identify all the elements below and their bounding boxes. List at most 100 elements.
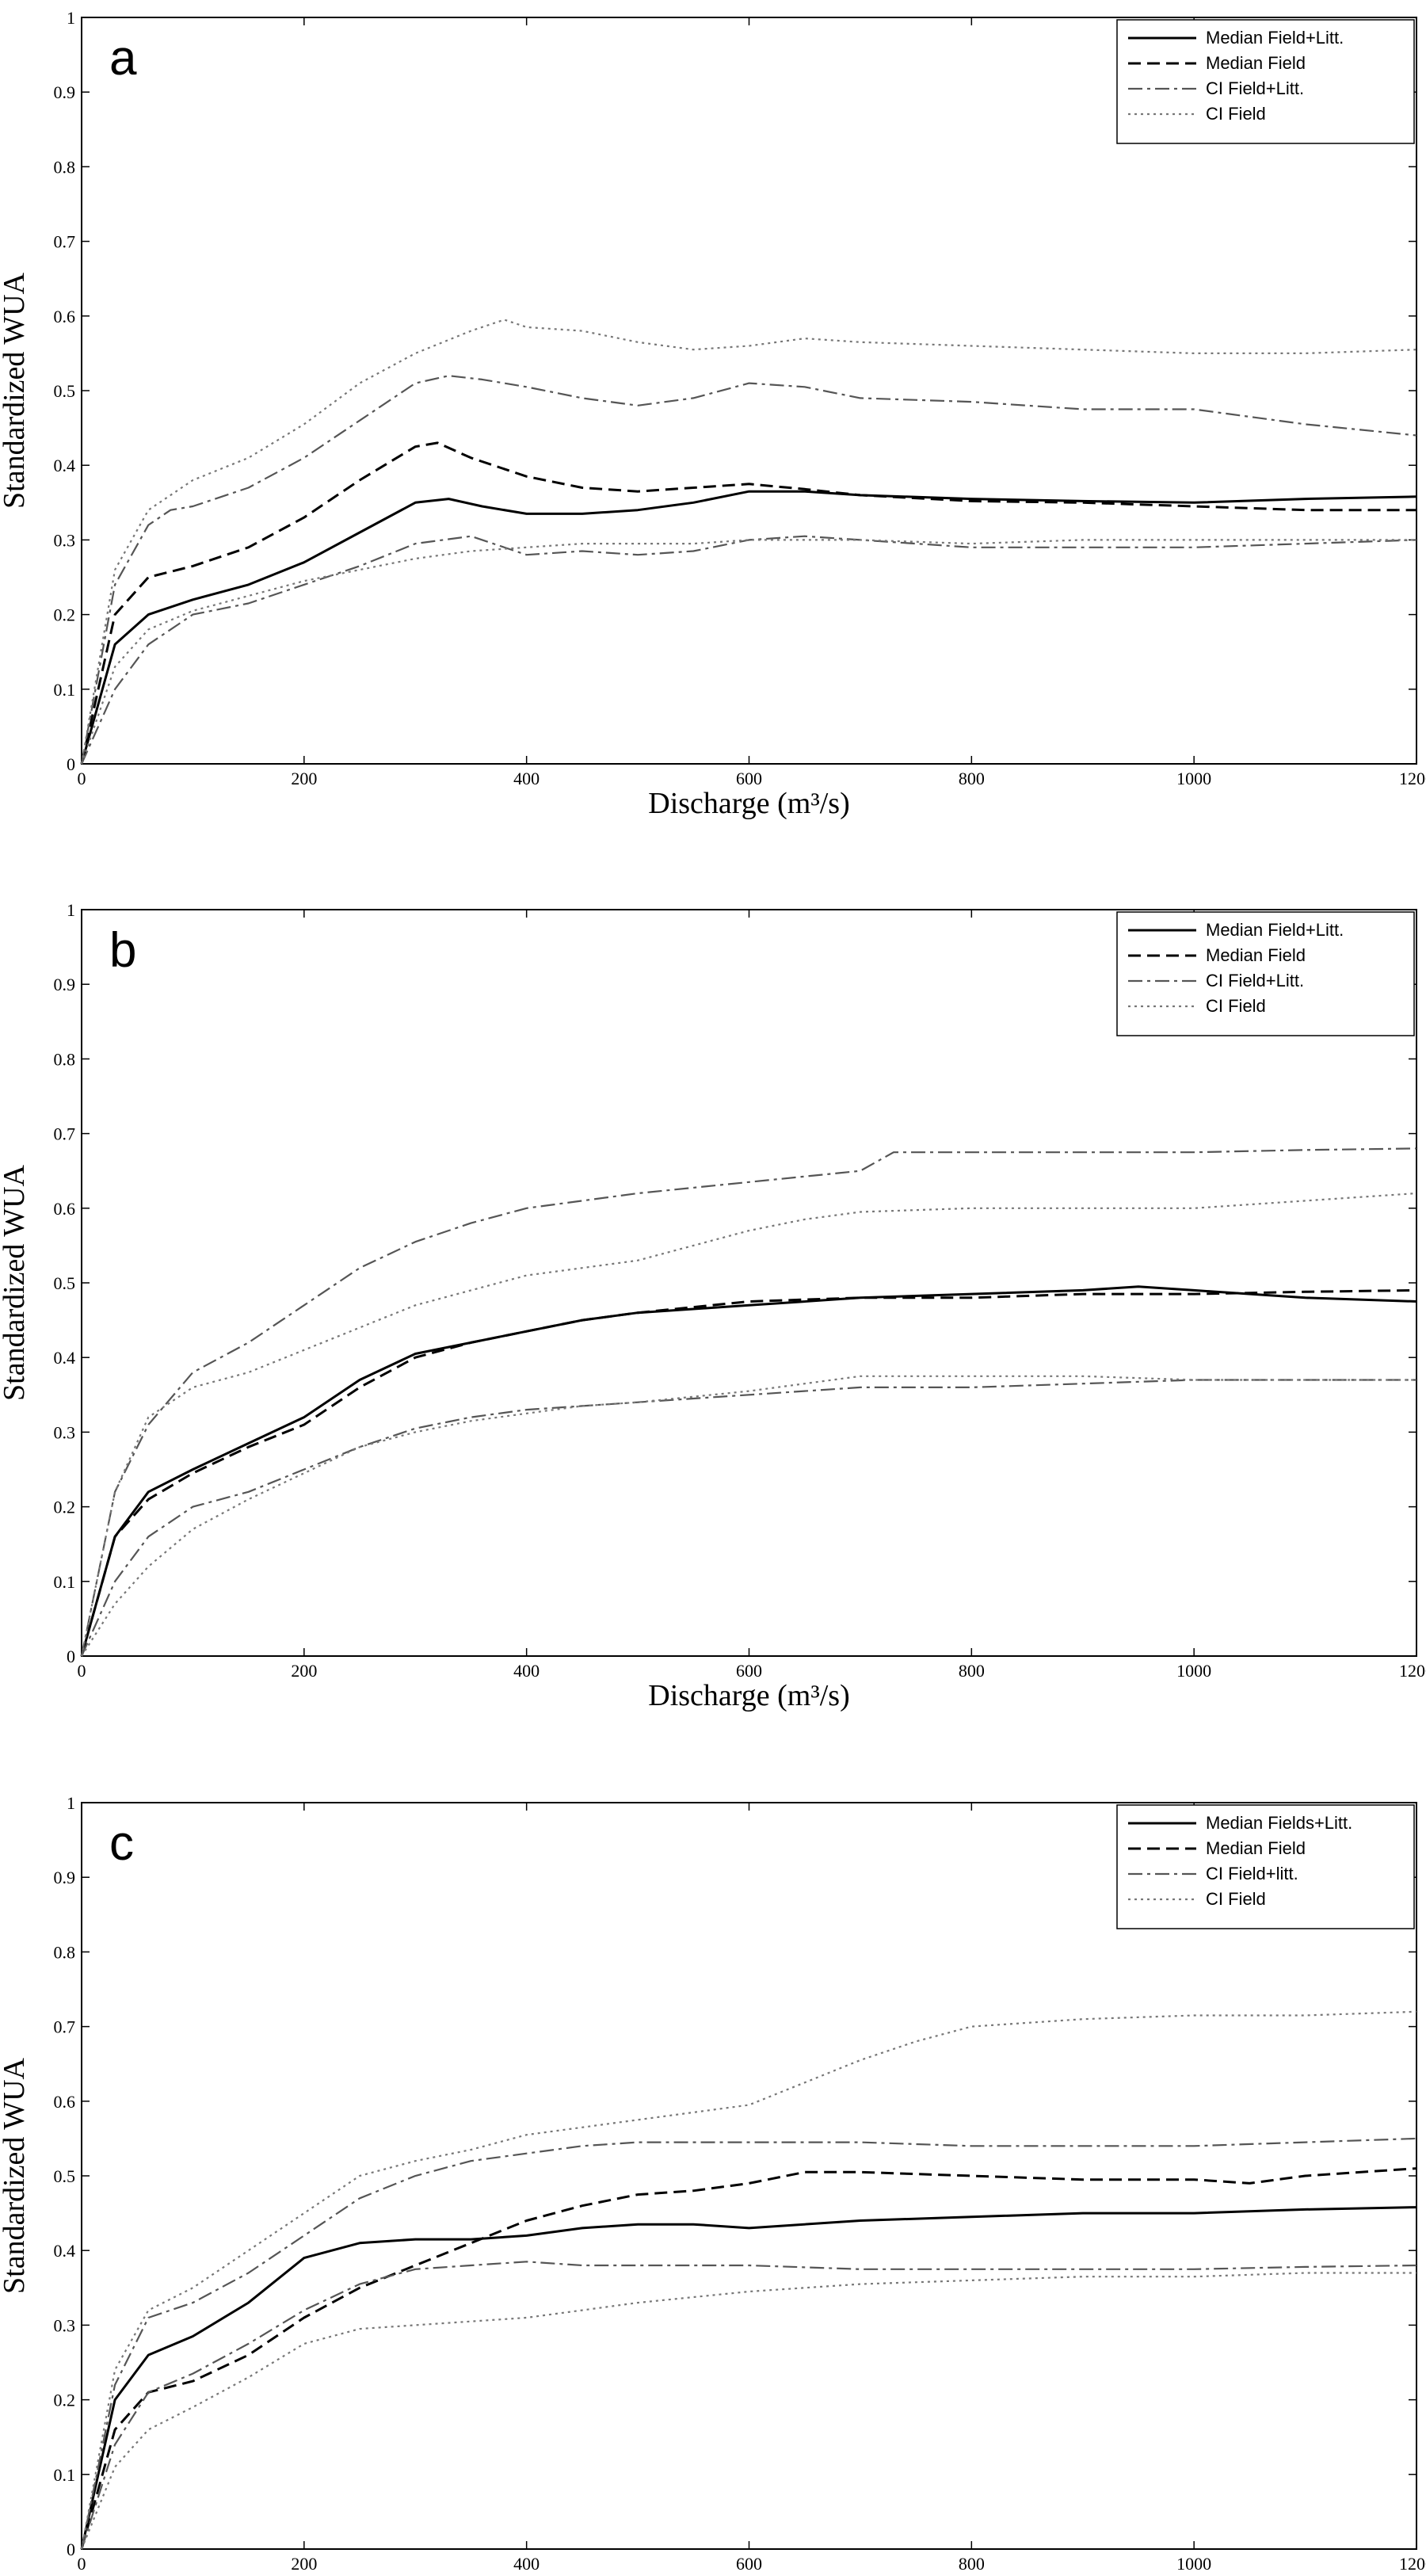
y-tick-label: 0 — [67, 754, 75, 774]
y-tick-label: 0.3 — [54, 1422, 76, 1442]
legend: Median Fields+Litt. Median Field CI Field+… — [1116, 1804, 1415, 1929]
y-tick-label: 0.4 — [54, 1348, 76, 1368]
x-tick-label: 0 — [78, 769, 86, 788]
y-tick-label: 0.6 — [54, 307, 76, 326]
series-line-5 — [80, 2272, 1416, 2550]
y-tick-label: 0.4 — [54, 456, 76, 475]
y-tick-label: 0.1 — [54, 1572, 76, 1592]
series-line-5 — [81, 1375, 1416, 1657]
y-axis-label: Standardized WUA — [0, 1164, 31, 1400]
y-tick-label: 0.6 — [54, 2092, 76, 2112]
panel-label: c — [109, 1816, 134, 1871]
y-tick-label: 0.7 — [54, 2017, 76, 2037]
y-axis-label: Standardized WUA — [0, 2057, 31, 2293]
x-tick-label: 400 — [513, 2554, 540, 2574]
legend-entry: CI Field — [1206, 996, 1266, 1016]
x-tick-label: 1000 — [1176, 769, 1211, 788]
legend-entry: CI Field+Litt. — [1206, 971, 1304, 990]
x-axis-label: Discharge (m³/s) — [648, 2572, 849, 2576]
legend-entry: Median Field — [1206, 945, 1306, 965]
series-line-3 — [80, 319, 1417, 765]
series-line-2 — [80, 2137, 1417, 2550]
x-tick-label: 600 — [736, 1661, 762, 1681]
series-line-1 — [80, 441, 1416, 765]
y-tick-label: 0.7 — [54, 232, 76, 252]
x-tick-label: 400 — [513, 769, 540, 788]
legend-entry: CI Field — [1206, 1889, 1266, 1909]
y-tick-label: 0.5 — [54, 381, 76, 401]
legend-entry: Median Field+Litt. — [1206, 28, 1344, 48]
x-tick-label: 800 — [959, 2554, 985, 2574]
y-tick-label: 0.9 — [54, 1868, 76, 1887]
series-line-0 — [80, 2206, 1417, 2550]
x-tick-label: 1000 — [1176, 1661, 1211, 1681]
y-tick-label: 0.8 — [54, 1942, 76, 1962]
x-tick-label: 200 — [291, 1661, 317, 1681]
legend-entry: CI Field — [1206, 104, 1266, 124]
y-tick-label: 0.2 — [54, 2391, 76, 2410]
y-tick-label: 0.7 — [54, 1124, 76, 1144]
series-line-3 — [80, 1192, 1417, 1657]
legend-box — [1116, 1804, 1415, 1929]
x-tick-label: 600 — [736, 2554, 762, 2574]
y-tick-label: 0.2 — [54, 1498, 76, 1517]
series-line-0 — [80, 490, 1417, 765]
series-line-2 — [80, 375, 1417, 765]
y-tick-label: 0.3 — [54, 2315, 76, 2335]
legend-box — [1116, 19, 1415, 144]
x-axis-label: Discharge (m³/s) — [648, 1679, 849, 1712]
x-tick-label: 800 — [959, 1661, 985, 1681]
y-tick-label: 0.8 — [54, 157, 76, 177]
legend-entry: Median Field — [1206, 1838, 1306, 1858]
series-line-4 — [80, 1379, 1416, 1657]
y-tick-label: 0.5 — [54, 2166, 76, 2186]
panel-label: a — [109, 31, 137, 86]
series-line-4 — [80, 2261, 1417, 2550]
legend-entry: CI Field+litt. — [1206, 1864, 1298, 1883]
x-tick-label: 200 — [291, 2554, 317, 2574]
series-line-1 — [80, 2167, 1417, 2550]
y-tick-label: 0 — [67, 2540, 75, 2559]
y-tick-label: 0.1 — [54, 680, 76, 700]
y-tick-label: 1 — [67, 8, 75, 28]
y-axis-label: Standardized WUA — [0, 272, 31, 508]
legend: Median Field+Litt. Median Field CI Field+L… — [1116, 911, 1415, 1036]
series-line-2 — [80, 1147, 1417, 1657]
y-tick-label: 0.9 — [54, 82, 76, 102]
y-tick-label: 0.8 — [54, 1049, 76, 1069]
y-tick-label: 0.6 — [54, 1199, 76, 1219]
series-line-1 — [80, 1288, 1417, 1657]
legend-entry: Median Fields+Litt. — [1206, 1813, 1352, 1833]
x-tick-label: 1000 — [1176, 2554, 1211, 2574]
y-tick-label: 0.2 — [54, 605, 76, 625]
x-axis-label: Discharge (m³/s) — [648, 787, 849, 820]
x-tick-label: 0 — [78, 2554, 86, 2574]
y-tick-label: 0 — [67, 1647, 75, 1666]
y-tick-label: 0.1 — [54, 2465, 76, 2485]
series-line-3 — [80, 2010, 1417, 2550]
y-tick-label: 0.3 — [54, 530, 76, 550]
series-line-4 — [80, 535, 1417, 765]
y-tick-label: 0.9 — [54, 975, 76, 994]
series-line-5 — [80, 539, 1416, 765]
x-tick-label: 0 — [78, 1661, 86, 1681]
x-tick-label: 800 — [959, 769, 985, 788]
x-tick-label: 600 — [736, 769, 762, 788]
legend-box — [1116, 911, 1415, 1036]
legend: Median Field+Litt. Median Field CI Field+L… — [1116, 19, 1415, 144]
legend-entry: CI Field+Litt. — [1206, 78, 1304, 98]
x-tick-label: 200 — [291, 769, 317, 788]
legend-entry: Median Field+Litt. — [1206, 920, 1344, 940]
legend-entry: Median Field — [1206, 53, 1306, 73]
x-tick-label: 400 — [513, 1661, 540, 1681]
y-tick-label: 0.5 — [54, 1273, 76, 1293]
y-tick-label: 1 — [67, 900, 75, 920]
panel-label: b — [109, 923, 136, 978]
